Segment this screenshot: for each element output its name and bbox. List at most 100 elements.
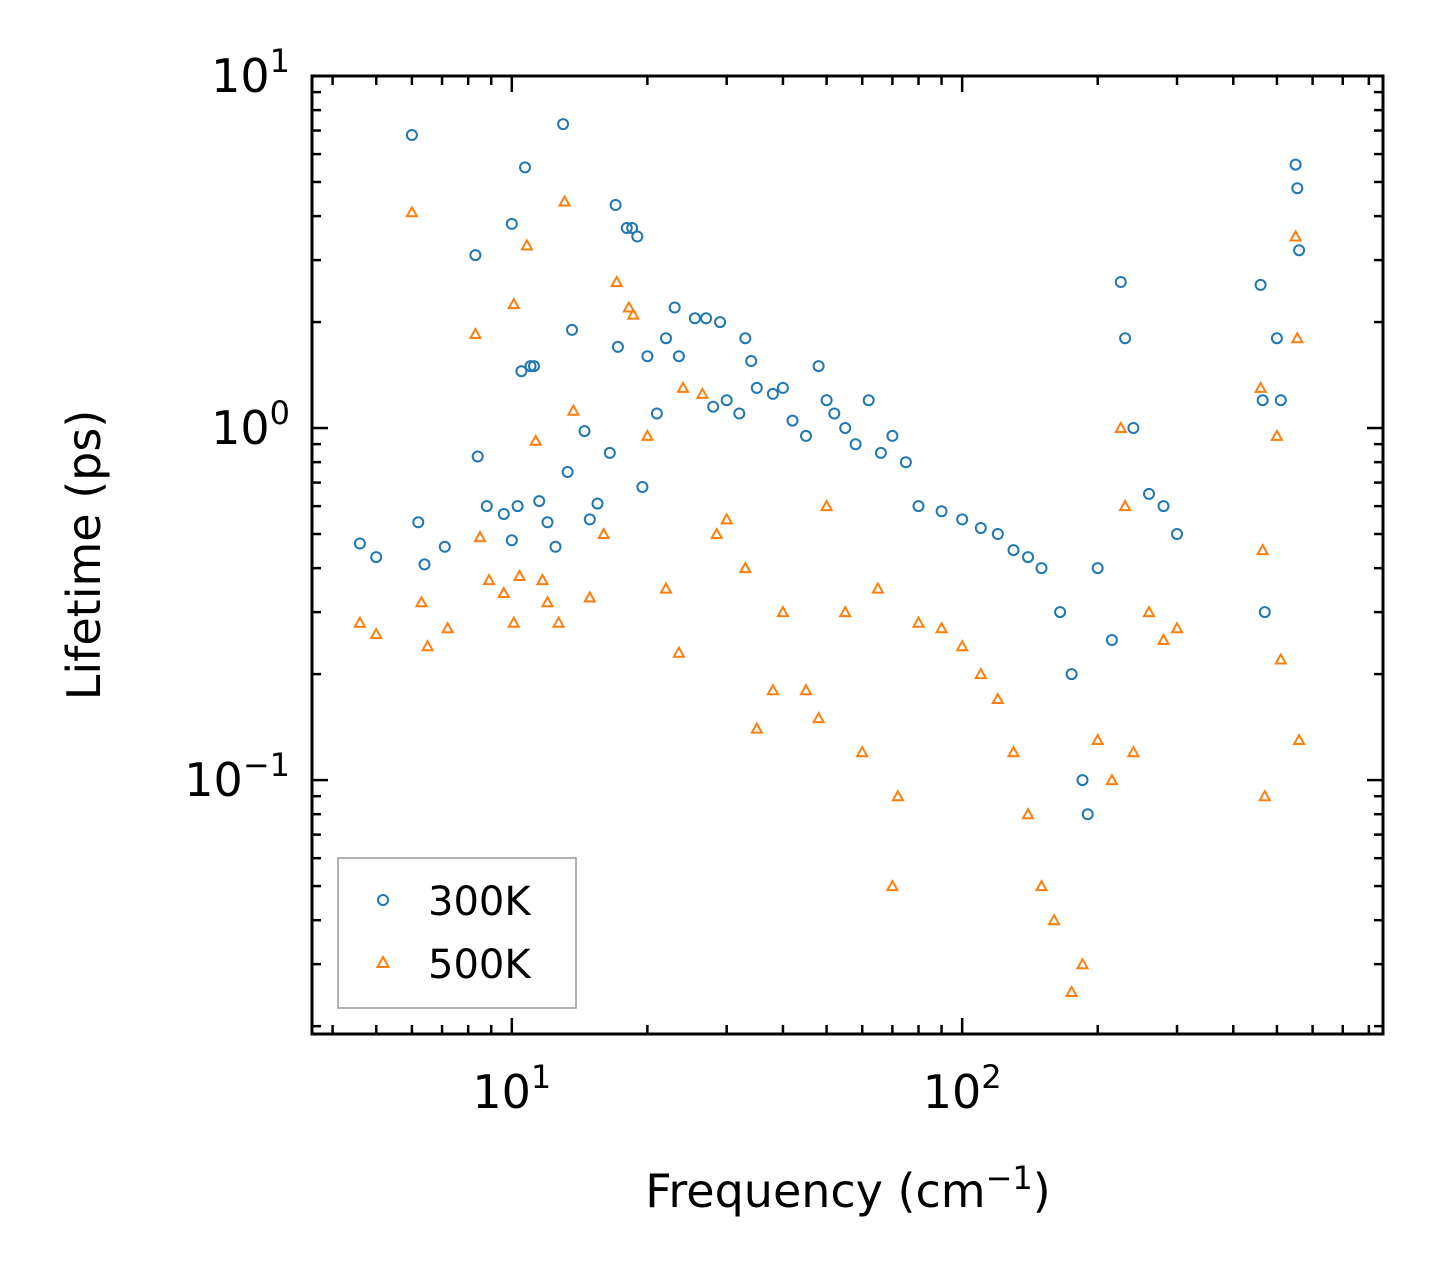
point-300k-81 (1256, 394, 1269, 407)
point-300k-85 (1289, 158, 1302, 171)
point-500k-7 (473, 530, 487, 543)
legend-label-500k: 500K (428, 942, 532, 988)
legend-box (337, 857, 577, 1009)
point-500k-60 (1142, 605, 1156, 618)
point-500k-65 (1258, 789, 1272, 802)
point-500k-37 (811, 711, 826, 724)
point-300k-15 (524, 360, 537, 373)
point-300k-67 (1035, 562, 1048, 575)
point-300k-48 (776, 381, 789, 394)
point-300k-70 (1076, 774, 1089, 787)
point-300k-43 (733, 407, 746, 420)
point-300k-28 (611, 340, 624, 353)
point-500k-48 (991, 691, 1005, 704)
point-500k-50 (1021, 807, 1035, 820)
point-300k-34 (650, 407, 663, 420)
point-500k-26 (659, 581, 673, 594)
point-300k-24 (583, 513, 596, 526)
point-500k-13 (520, 238, 534, 251)
point-300k-27 (609, 199, 622, 211)
legend-marker-500k (375, 954, 391, 968)
point-300k-40 (707, 400, 720, 413)
point-300k-77 (1143, 487, 1155, 500)
point-300k-25 (591, 497, 604, 510)
point-300k-75 (1119, 332, 1132, 345)
point-300k-33 (641, 350, 654, 363)
point-300k-9 (497, 508, 510, 520)
point-300k-37 (672, 350, 685, 363)
point-300k-86 (1291, 182, 1304, 195)
point-300k-68 (1054, 606, 1067, 619)
point-300k-42 (720, 394, 733, 407)
point-300k-21 (561, 466, 574, 478)
point-300k-55 (849, 438, 862, 451)
point-500k-51 (1034, 879, 1049, 892)
y-axis-title: Lifetime (ps) (57, 410, 111, 701)
point-300k-49 (786, 414, 799, 427)
point-300k-12 (511, 500, 524, 513)
point-500k-64 (1256, 543, 1270, 556)
point-300k-46 (750, 381, 763, 394)
point-500k-31 (720, 512, 734, 525)
legend: 300K 500K (337, 857, 577, 1009)
point-300k-5 (438, 540, 451, 553)
point-300k-20 (557, 118, 570, 131)
point-300k-47 (766, 387, 779, 400)
point-500k-44 (911, 615, 926, 628)
point-300k-57 (874, 446, 887, 459)
point-500k-8 (482, 573, 496, 586)
point-500k-34 (766, 683, 780, 696)
point-300k-16 (528, 360, 540, 373)
point-300k-30 (626, 222, 639, 234)
point-300k-35 (660, 332, 672, 345)
point-300k-59 (899, 456, 912, 469)
point-300k-54 (839, 422, 852, 434)
point-300k-2 (405, 129, 418, 141)
point-500k-10 (507, 297, 521, 310)
point-500k-14 (529, 433, 543, 446)
point-500k-27 (672, 645, 686, 658)
point-500k-20 (583, 590, 597, 603)
point-500k-58 (1118, 499, 1132, 512)
point-500k-66 (1270, 428, 1284, 441)
point-300k-19 (549, 540, 562, 553)
point-300k-53 (828, 407, 841, 420)
point-300k-71 (1081, 808, 1094, 821)
point-500k-36 (799, 683, 813, 696)
point-500k-69 (1290, 331, 1304, 344)
point-300k-65 (1007, 544, 1020, 557)
point-300k-60 (912, 500, 925, 513)
point-300k-41 (714, 316, 727, 329)
point-300k-66 (1022, 551, 1034, 564)
point-300k-45 (745, 355, 758, 367)
point-300k-13 (515, 365, 528, 378)
point-300k-69 (1065, 668, 1078, 681)
point-300k-26 (603, 446, 616, 459)
point-500k-2 (405, 205, 419, 218)
point-300k-7 (471, 450, 484, 463)
point-300k-82 (1258, 606, 1271, 619)
point-500k-62 (1170, 621, 1184, 634)
point-500k-67 (1274, 652, 1288, 665)
point-300k-64 (991, 528, 1004, 540)
tick-labels: 101 102 10−1 100 101 (184, 42, 1001, 1119)
x-axis-title: Frequency (cm−1) (645, 1159, 1050, 1218)
point-300k-87 (1293, 244, 1306, 257)
point-300k-22 (566, 323, 578, 336)
point-300k-56 (862, 394, 875, 407)
legend-marker-300k (377, 894, 389, 906)
point-300k-50 (800, 429, 812, 442)
point-300k-4 (418, 558, 431, 571)
point-500k-32 (738, 561, 752, 574)
point-300k-36 (668, 301, 681, 314)
point-300k-23 (578, 425, 591, 438)
axis-ticks (312, 74, 1383, 1034)
point-300k-18 (541, 516, 554, 529)
point-300k-39 (700, 312, 713, 325)
point-300k-3 (412, 516, 425, 529)
point-300k-31 (631, 230, 644, 243)
point-500k-22 (610, 274, 624, 287)
point-500k-53 (1064, 984, 1079, 997)
point-300k-78 (1157, 500, 1170, 513)
